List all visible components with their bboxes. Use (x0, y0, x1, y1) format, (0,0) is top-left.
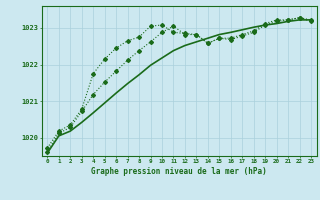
X-axis label: Graphe pression niveau de la mer (hPa): Graphe pression niveau de la mer (hPa) (91, 167, 267, 176)
